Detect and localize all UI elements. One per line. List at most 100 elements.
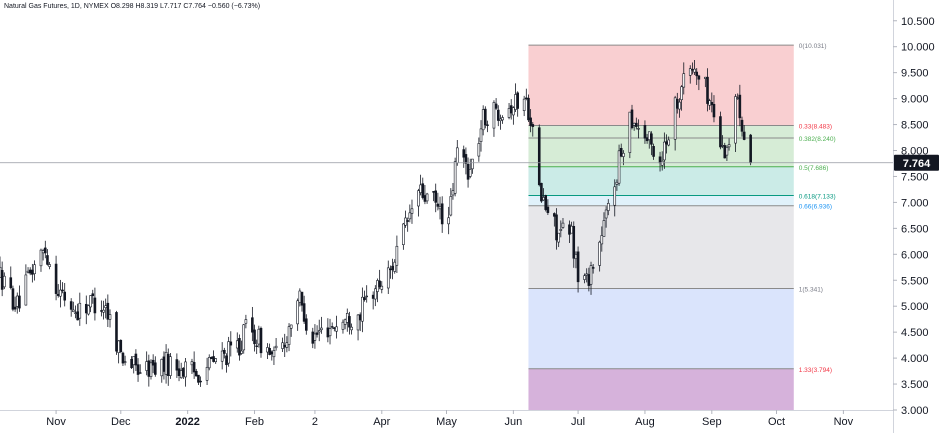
candle — [531, 122, 535, 137]
fibonacci-retracement[interactable]: 0(10.031) 0.33(8.483) 0.382(8.240) 0.5(7.68… — [528, 43, 836, 410]
candle — [223, 347, 226, 359]
candle — [89, 295, 92, 313]
candle-body-down — [630, 109, 634, 129]
candle-body-up — [160, 358, 164, 377]
candle-body-up — [477, 143, 481, 157]
candle-body-down — [56, 293, 60, 296]
candle — [102, 300, 105, 320]
candle-body-up — [570, 225, 573, 234]
candle-body-down — [147, 360, 151, 377]
candle-body-up — [227, 341, 230, 364]
fib-level-label-0.5: 0.5(7.686) — [799, 165, 829, 172]
candle-body-down — [462, 149, 466, 158]
fib-band-1.33 — [528, 368, 794, 410]
price-tick-label: 9.000 — [901, 94, 929, 106]
candle — [313, 324, 317, 349]
candle-body-down — [546, 206, 550, 213]
candle — [693, 60, 696, 76]
candle-body-down — [115, 312, 118, 352]
candle — [727, 138, 731, 151]
candle — [251, 306, 254, 342]
candle-body-up — [274, 345, 278, 349]
candle — [302, 295, 306, 324]
candle-body-up — [132, 356, 136, 365]
candle — [300, 291, 304, 312]
candle-body-down — [516, 92, 519, 109]
candle-body-down — [43, 247, 47, 254]
time-tick-label: Jul — [571, 416, 585, 428]
price-tick-label: 4.500 — [901, 327, 929, 339]
candle — [274, 337, 278, 351]
candle — [108, 309, 112, 328]
candle-body-down — [182, 367, 185, 377]
candle-body-up — [41, 250, 45, 254]
candle-body-up — [613, 186, 617, 206]
price-tick-label: 8.500 — [901, 120, 929, 132]
candle-body-down — [658, 156, 662, 164]
candle — [39, 248, 43, 272]
candle-body-up — [289, 324, 293, 329]
candle-body-up — [281, 342, 284, 349]
candle — [540, 182, 543, 203]
candle — [328, 318, 332, 345]
candle-body-up — [287, 326, 291, 345]
candle-body-down — [587, 274, 591, 286]
candle — [238, 334, 241, 361]
candle-body-down — [371, 294, 375, 299]
candle-body-up — [447, 217, 450, 225]
candle-body-up — [242, 324, 246, 351]
candle-body-up — [350, 326, 353, 331]
candle-body-down — [440, 203, 444, 225]
candle-body-up — [632, 122, 636, 126]
candle-body-up — [235, 340, 239, 349]
candle — [289, 324, 293, 337]
candle — [335, 315, 338, 339]
candle-body-down — [740, 119, 744, 132]
candle — [123, 355, 127, 366]
candle — [91, 289, 95, 304]
candle-body-up — [479, 128, 483, 142]
candle-body-up — [559, 229, 563, 231]
candle-body-down — [494, 103, 498, 109]
candle — [706, 68, 709, 112]
candle — [138, 364, 142, 374]
time-axis[interactable]: Nov Dec 2022 Feb 2 Apr May Jun Jul Aug Sep Oct Nov — [46, 410, 854, 428]
candle-body-down — [540, 182, 543, 202]
candle — [363, 290, 366, 302]
candle-body-down — [742, 131, 746, 140]
candle-body-up — [313, 333, 317, 341]
candle-body-up — [647, 131, 651, 141]
candle-body-up — [285, 342, 289, 348]
candle-body-up — [721, 145, 724, 147]
candle-body-down — [391, 265, 394, 271]
candle — [559, 220, 563, 238]
candle — [557, 232, 560, 248]
candle-body-up — [169, 356, 172, 376]
candle — [606, 199, 610, 216]
symbol-legend: Natural Gas Futures, 1D, NYMEX O8.298 H8… — [4, 3, 261, 10]
candle-body-down — [63, 291, 67, 301]
candle-body-down — [199, 380, 202, 383]
candle-body-down — [61, 289, 64, 292]
price-tick-label: 7.500 — [901, 171, 929, 183]
candle-body-up — [583, 275, 586, 280]
candle-body-up — [104, 305, 107, 308]
candle — [749, 133, 752, 166]
candle — [380, 281, 384, 294]
candle-body-up — [257, 328, 261, 345]
candle — [255, 339, 258, 355]
price-axis[interactable]: 3.000 3.500 4.000 4.500 5.000 5.500 6.000 6.500… — [893, 16, 935, 417]
candle — [192, 351, 196, 379]
candle-body-up — [87, 305, 90, 315]
candle — [317, 319, 321, 342]
candle — [220, 342, 224, 370]
candle — [417, 188, 420, 217]
candle-body-down — [719, 116, 722, 148]
candle — [719, 111, 722, 150]
candle-body-up — [600, 235, 604, 245]
price-tick-label: 7.000 — [901, 197, 929, 209]
price-tick-label: 5.500 — [901, 275, 929, 287]
candle — [24, 264, 28, 306]
